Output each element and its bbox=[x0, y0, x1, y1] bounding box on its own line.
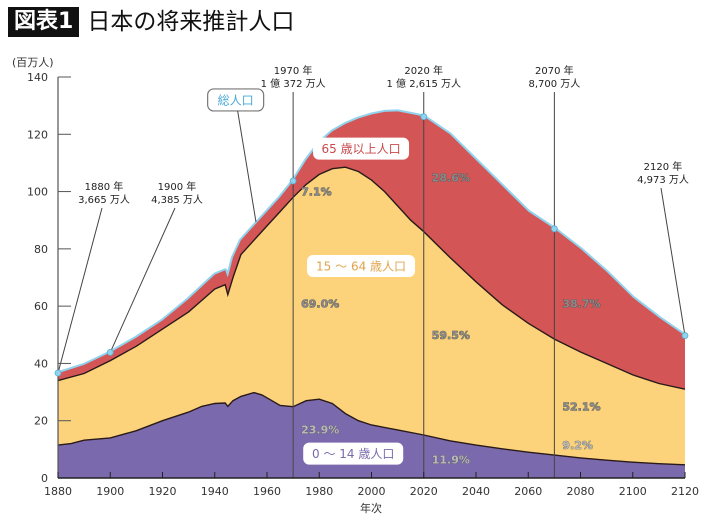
series-label-box bbox=[207, 88, 265, 112]
total-label-leader bbox=[237, 110, 257, 223]
percent-label: 69.0% bbox=[301, 297, 339, 310]
x-tick-label: 2020 bbox=[410, 485, 438, 498]
annotation-value: 4,973 万人 bbox=[637, 174, 689, 186]
annotations: 1880 年3,665 万人 1900 年4,385 万人 1970 年1 億 37… bbox=[54, 64, 689, 377]
x-tick-label: 1880 bbox=[44, 485, 72, 498]
x-tick-label: 2060 bbox=[514, 485, 542, 498]
x-tick-label: 1960 bbox=[253, 485, 281, 498]
percent-label: 38.7% bbox=[562, 297, 600, 310]
y-axis-label: (百万人) bbox=[12, 56, 54, 69]
y-tick-label: 120 bbox=[27, 128, 48, 141]
percent-label: 23.9% bbox=[301, 423, 339, 436]
y-tick-label: 40 bbox=[34, 357, 48, 370]
y-tick-label: 100 bbox=[27, 186, 48, 199]
area-0-14 bbox=[58, 392, 685, 478]
series-labels: 総人口 65 歳以上人口 15 〜 64 歳人口 0 〜 14 歳人口 bbox=[207, 88, 416, 465]
annotation-point bbox=[106, 349, 114, 356]
x-tick-label: 2080 bbox=[567, 485, 595, 498]
annotation-year: 1880 年 bbox=[85, 180, 124, 193]
annotation-value: 1 億 2,615 万人 bbox=[386, 77, 461, 90]
annotation-point bbox=[550, 225, 558, 233]
annotation-year: 2120 年 bbox=[644, 160, 683, 173]
percent-label: 52.1% bbox=[562, 400, 600, 413]
x-axis-label: 年次 bbox=[360, 501, 382, 515]
annotation-year: 1970 年 bbox=[274, 64, 313, 77]
percent-labels: 7.1% 69.0% 23.9% 28.6% 59.5% 11.9% 38.7% 52.1% 9… bbox=[301, 171, 601, 467]
annotation-year: 2020 年 bbox=[404, 64, 443, 77]
x-tick-label: 2000 bbox=[358, 485, 386, 498]
x-tick-label: 2040 bbox=[462, 485, 490, 498]
y-tick-label: 0 bbox=[41, 472, 48, 485]
annotation-value: 4,385 万人 bbox=[151, 194, 203, 206]
annotation-leader bbox=[109, 207, 176, 353]
percent-label: 7.1% bbox=[301, 186, 332, 199]
boundary-15-64 bbox=[57, 166, 686, 390]
annotation-point bbox=[289, 177, 297, 185]
series-label-box bbox=[307, 255, 416, 278]
y-tick-label: 20 bbox=[34, 415, 48, 428]
percent-label: 28.6% bbox=[432, 171, 470, 184]
annotation-leader bbox=[660, 187, 686, 336]
annotation-value: 1 億 372 万人 bbox=[261, 77, 326, 90]
y-tick-label: 80 bbox=[34, 243, 48, 256]
annotation-value: 3,665 万人 bbox=[78, 194, 130, 206]
series-label: 0 〜 14 歳人口 bbox=[312, 447, 394, 461]
series-label-box bbox=[313, 137, 410, 160]
annotation-leader bbox=[57, 207, 103, 374]
x-tick-label: 1940 bbox=[201, 485, 229, 498]
y-tick-label: 60 bbox=[34, 300, 48, 313]
series-label: 総人口 bbox=[218, 93, 254, 107]
figure-badge: 図表1 bbox=[8, 7, 80, 37]
annotation-year: 1900 年 bbox=[158, 180, 197, 193]
area-layer bbox=[57, 109, 687, 479]
x-tick-label: 1980 bbox=[305, 485, 333, 498]
x-tick-label: 1920 bbox=[149, 485, 177, 498]
x-tick-label: 2120 bbox=[671, 485, 699, 498]
series-label: 65 歳以上人口 bbox=[322, 142, 401, 156]
percent-label: 59.5% bbox=[432, 329, 470, 342]
x-tick-label: 2100 bbox=[619, 485, 647, 498]
boundary-0-14 bbox=[57, 391, 686, 466]
annotation-lines bbox=[57, 92, 686, 478]
annotation-point bbox=[420, 113, 428, 121]
series-label-box bbox=[303, 442, 404, 465]
annotation-year: 2070 年 bbox=[535, 64, 574, 77]
title-text: 日本の将来推計人口 bbox=[87, 9, 295, 35]
percent-label: 9.2% bbox=[562, 439, 593, 452]
area-15-64 bbox=[58, 167, 685, 478]
annotation-value: 8,700 万人 bbox=[528, 78, 580, 90]
annotation-point bbox=[681, 332, 689, 339]
y-tick-label: 140 bbox=[27, 71, 48, 84]
percent-label: 11.9% bbox=[432, 453, 470, 466]
annotation-point bbox=[54, 369, 62, 377]
x-tick-label: 1900 bbox=[96, 485, 124, 498]
chart-title: 図表1 日本の将来推計人口 bbox=[8, 6, 294, 38]
series-label: 15 〜 64 歳人口 bbox=[316, 260, 406, 274]
